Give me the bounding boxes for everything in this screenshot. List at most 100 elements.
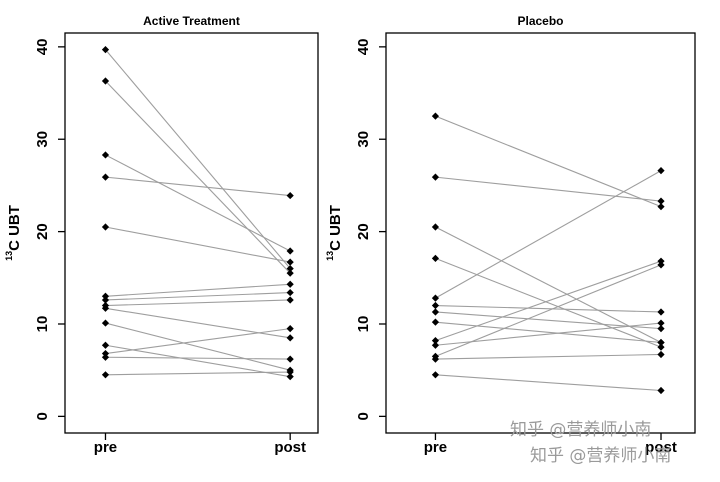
y-tick-label: 20 <box>34 223 51 240</box>
subject-line <box>435 226 662 343</box>
point-marker <box>101 296 110 304</box>
point-marker <box>286 368 294 376</box>
y-tick-label: 10 <box>34 316 51 333</box>
point-marker <box>431 355 440 363</box>
point-marker <box>286 191 294 200</box>
x-tick-label: pre <box>424 439 447 456</box>
point-marker <box>657 308 665 316</box>
point-marker <box>431 301 440 310</box>
watermark: 知乎 @营养师小南 <box>530 446 671 466</box>
point-marker <box>657 257 665 265</box>
y-tick-label: 30 <box>355 131 372 148</box>
y-axis-label-superscript: 13 <box>325 251 335 261</box>
subject-line <box>105 176 291 197</box>
point-marker <box>431 318 440 326</box>
point-marker <box>101 77 110 85</box>
plot-frame <box>385 32 696 434</box>
point-marker <box>657 203 665 211</box>
y-tick-label: 10 <box>355 316 372 333</box>
point-marker <box>657 319 665 327</box>
point-marker <box>657 197 665 205</box>
y-axis-label-text: C UBT <box>327 205 344 251</box>
point-marker <box>101 173 110 181</box>
subject-line <box>105 299 291 307</box>
point-marker <box>101 371 110 379</box>
panel-title: Placebo <box>517 14 563 28</box>
panel-title: Active Treatment <box>143 14 240 28</box>
subject-line <box>105 154 291 252</box>
x-tick-label: post <box>274 439 306 456</box>
point-marker <box>101 304 110 312</box>
y-axis-label-superscript: 13 <box>4 251 14 261</box>
x-tick-label: pre <box>94 439 117 456</box>
plot-frame <box>64 32 319 434</box>
subject-line <box>105 226 291 263</box>
point-marker <box>286 247 294 255</box>
point-marker <box>431 341 440 349</box>
subject-line <box>105 307 291 339</box>
point-marker <box>431 308 440 316</box>
y-tick-label: 40 <box>355 39 372 56</box>
point-marker <box>431 294 440 302</box>
point-marker <box>657 338 665 347</box>
subject-line <box>105 80 291 274</box>
subject-line <box>105 344 291 378</box>
subject-line <box>105 328 291 355</box>
subject-line <box>435 353 662 360</box>
point-marker <box>431 112 440 120</box>
point-marker <box>286 258 294 266</box>
point-marker <box>286 264 294 273</box>
subject-line <box>435 257 662 348</box>
point-marker <box>431 223 440 231</box>
point-marker <box>286 334 294 342</box>
point-marker <box>431 173 440 181</box>
point-marker <box>101 341 110 349</box>
subject-line <box>435 264 662 357</box>
y-axis-label-text: C UBT <box>6 205 23 251</box>
point-marker <box>657 350 665 359</box>
point-marker <box>101 349 110 358</box>
y-tick-label: 0 <box>34 412 51 420</box>
point-marker <box>286 373 294 381</box>
point-marker <box>286 280 294 288</box>
point-marker <box>286 325 294 333</box>
panel: Placebo 13C UBT 0 10 20 30 40 pre post <box>325 14 696 456</box>
point-marker <box>101 223 110 231</box>
y-axis-label: 13C UBT <box>4 205 23 261</box>
point-marker <box>286 355 294 363</box>
point-marker <box>657 386 665 395</box>
point-marker <box>657 325 665 333</box>
subject-line <box>435 311 662 330</box>
point-marker <box>101 151 110 159</box>
point-marker <box>286 269 294 277</box>
point-marker <box>101 353 110 361</box>
y-tick-label: 30 <box>34 131 51 148</box>
x-tick-label: post <box>645 439 677 456</box>
y-axis-label: 13C UBT <box>325 205 344 261</box>
subject-line <box>105 356 291 360</box>
point-marker <box>431 254 440 263</box>
point-marker <box>657 261 665 269</box>
subject-line <box>435 374 662 392</box>
subject-line <box>435 115 662 208</box>
y-tick-label: 20 <box>355 223 372 240</box>
point-marker <box>101 46 110 54</box>
point-marker <box>431 371 440 379</box>
subject-line <box>435 176 662 202</box>
subject-line <box>435 170 662 299</box>
subject-line <box>435 304 662 313</box>
panel: Active Treatment 13C UBT 0 10 20 30 40 pre post <box>4 14 319 456</box>
point-marker <box>286 296 294 304</box>
point-marker <box>657 167 665 175</box>
point-marker <box>431 337 440 345</box>
watermark: 知乎 @营养师小南 <box>510 420 651 440</box>
point-marker <box>101 292 110 300</box>
subject-line <box>435 321 662 344</box>
y-tick-label: 0 <box>355 412 372 420</box>
subject-line <box>105 283 291 297</box>
point-marker <box>286 288 294 297</box>
point-marker <box>101 319 110 327</box>
subject-line <box>105 371 291 376</box>
y-tick-label: 40 <box>34 39 51 56</box>
subject-line <box>105 322 291 371</box>
